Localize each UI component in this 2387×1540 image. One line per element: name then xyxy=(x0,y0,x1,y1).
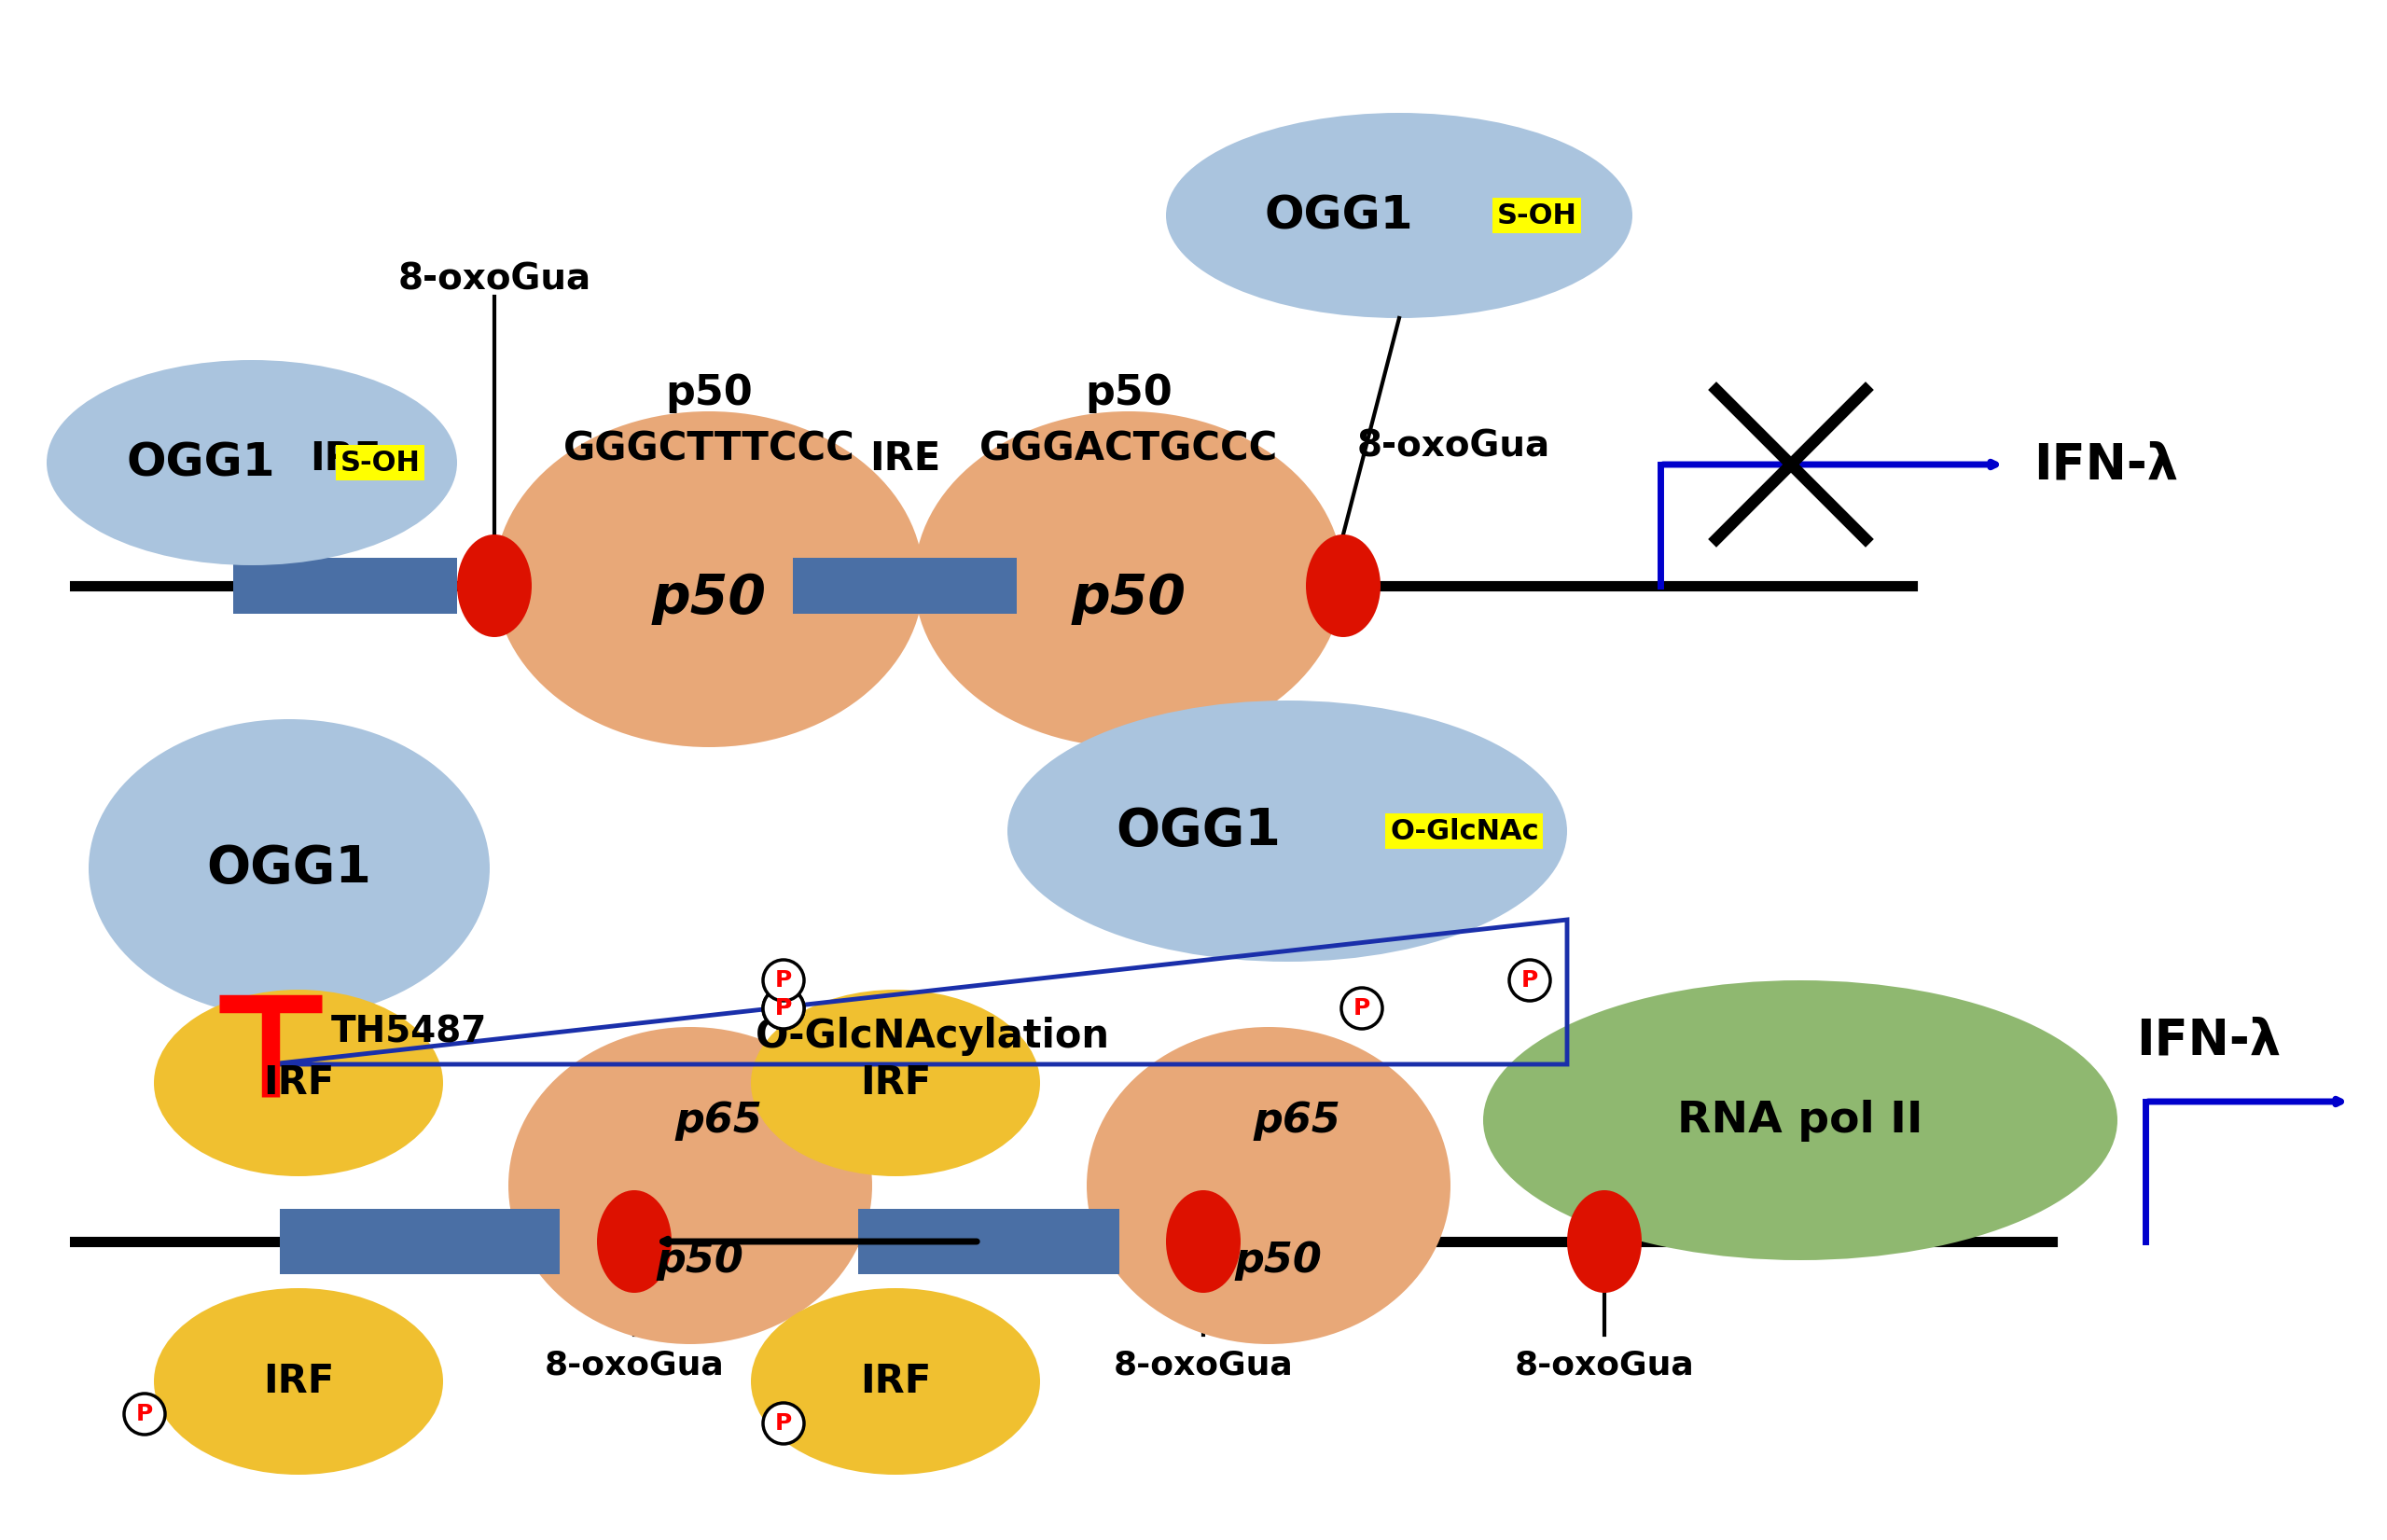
Text: p50: p50 xyxy=(652,571,766,625)
Ellipse shape xyxy=(1482,981,2117,1260)
Text: OGG1: OGG1 xyxy=(208,844,372,893)
FancyBboxPatch shape xyxy=(234,557,456,614)
Ellipse shape xyxy=(88,719,489,1018)
Text: p50: p50 xyxy=(666,373,752,413)
Text: p50: p50 xyxy=(1072,571,1186,625)
Text: O-GlcNAc: O-GlcNAc xyxy=(1389,818,1540,844)
Ellipse shape xyxy=(153,1287,444,1475)
Ellipse shape xyxy=(1165,1190,1241,1292)
FancyBboxPatch shape xyxy=(859,1209,1120,1274)
Text: RNA pol II: RNA pol II xyxy=(1678,1100,1924,1141)
Ellipse shape xyxy=(494,411,924,747)
Text: OGG1: OGG1 xyxy=(127,440,275,485)
Text: P: P xyxy=(776,969,792,992)
Text: 8-oxoGua: 8-oxoGua xyxy=(544,1349,723,1380)
Text: p65: p65 xyxy=(1253,1100,1341,1140)
Text: TH5487: TH5487 xyxy=(332,1013,487,1049)
Text: P: P xyxy=(776,996,792,1019)
Text: IRF: IRF xyxy=(263,1361,334,1401)
Text: P: P xyxy=(776,1412,792,1435)
Text: S-OH: S-OH xyxy=(1497,202,1578,229)
Ellipse shape xyxy=(1306,534,1380,638)
Text: OGG1: OGG1 xyxy=(1117,805,1282,856)
Text: P: P xyxy=(1353,996,1370,1019)
Ellipse shape xyxy=(1165,112,1633,319)
FancyBboxPatch shape xyxy=(279,1209,559,1274)
Text: 8-oxoGua: 8-oxoGua xyxy=(1112,1349,1294,1380)
Ellipse shape xyxy=(752,990,1041,1177)
Text: p50: p50 xyxy=(1086,373,1172,413)
Text: OGG1: OGG1 xyxy=(1265,192,1413,237)
Text: IFN-λ: IFN-λ xyxy=(2034,440,2179,488)
Text: IRE: IRE xyxy=(310,439,380,479)
Text: 8-oxoGua: 8-oxoGua xyxy=(1358,428,1552,464)
Text: p50: p50 xyxy=(1234,1240,1322,1280)
Text: IRE: IRE xyxy=(869,439,940,479)
Ellipse shape xyxy=(1568,1190,1642,1292)
Ellipse shape xyxy=(48,360,456,565)
Ellipse shape xyxy=(1341,987,1382,1029)
Ellipse shape xyxy=(124,1394,165,1435)
Text: O-GlcNAcylation: O-GlcNAcylation xyxy=(757,1016,1110,1056)
Text: S-OH: S-OH xyxy=(341,450,420,476)
Text: 8-oxoGua: 8-oxoGua xyxy=(1513,1349,1695,1380)
Text: IRF: IRF xyxy=(859,1361,931,1401)
FancyBboxPatch shape xyxy=(792,557,1017,614)
Ellipse shape xyxy=(1007,701,1568,961)
Ellipse shape xyxy=(456,534,532,638)
Ellipse shape xyxy=(764,1403,804,1445)
Text: GGGCTTTCCC: GGGCTTTCCC xyxy=(563,430,855,468)
Text: P: P xyxy=(1521,969,1537,992)
Text: P: P xyxy=(136,1403,153,1424)
Ellipse shape xyxy=(597,1190,671,1292)
Text: GGGACTGCCC: GGGACTGCCC xyxy=(979,430,1277,468)
Text: IRF: IRF xyxy=(263,1063,334,1103)
Ellipse shape xyxy=(764,987,804,1029)
Text: P: P xyxy=(776,996,792,1019)
Ellipse shape xyxy=(752,1287,1041,1475)
Text: IFN-λ: IFN-λ xyxy=(2136,1016,2282,1064)
Ellipse shape xyxy=(914,411,1344,747)
Ellipse shape xyxy=(1086,1027,1451,1344)
Text: p50: p50 xyxy=(656,1240,742,1280)
Text: 8-oxoGua: 8-oxoGua xyxy=(399,262,592,297)
Ellipse shape xyxy=(764,987,804,1029)
Ellipse shape xyxy=(153,990,444,1177)
Text: p65: p65 xyxy=(676,1100,761,1140)
Ellipse shape xyxy=(764,959,804,1001)
Ellipse shape xyxy=(1509,959,1549,1001)
Ellipse shape xyxy=(508,1027,871,1344)
Text: IRF: IRF xyxy=(859,1063,931,1103)
